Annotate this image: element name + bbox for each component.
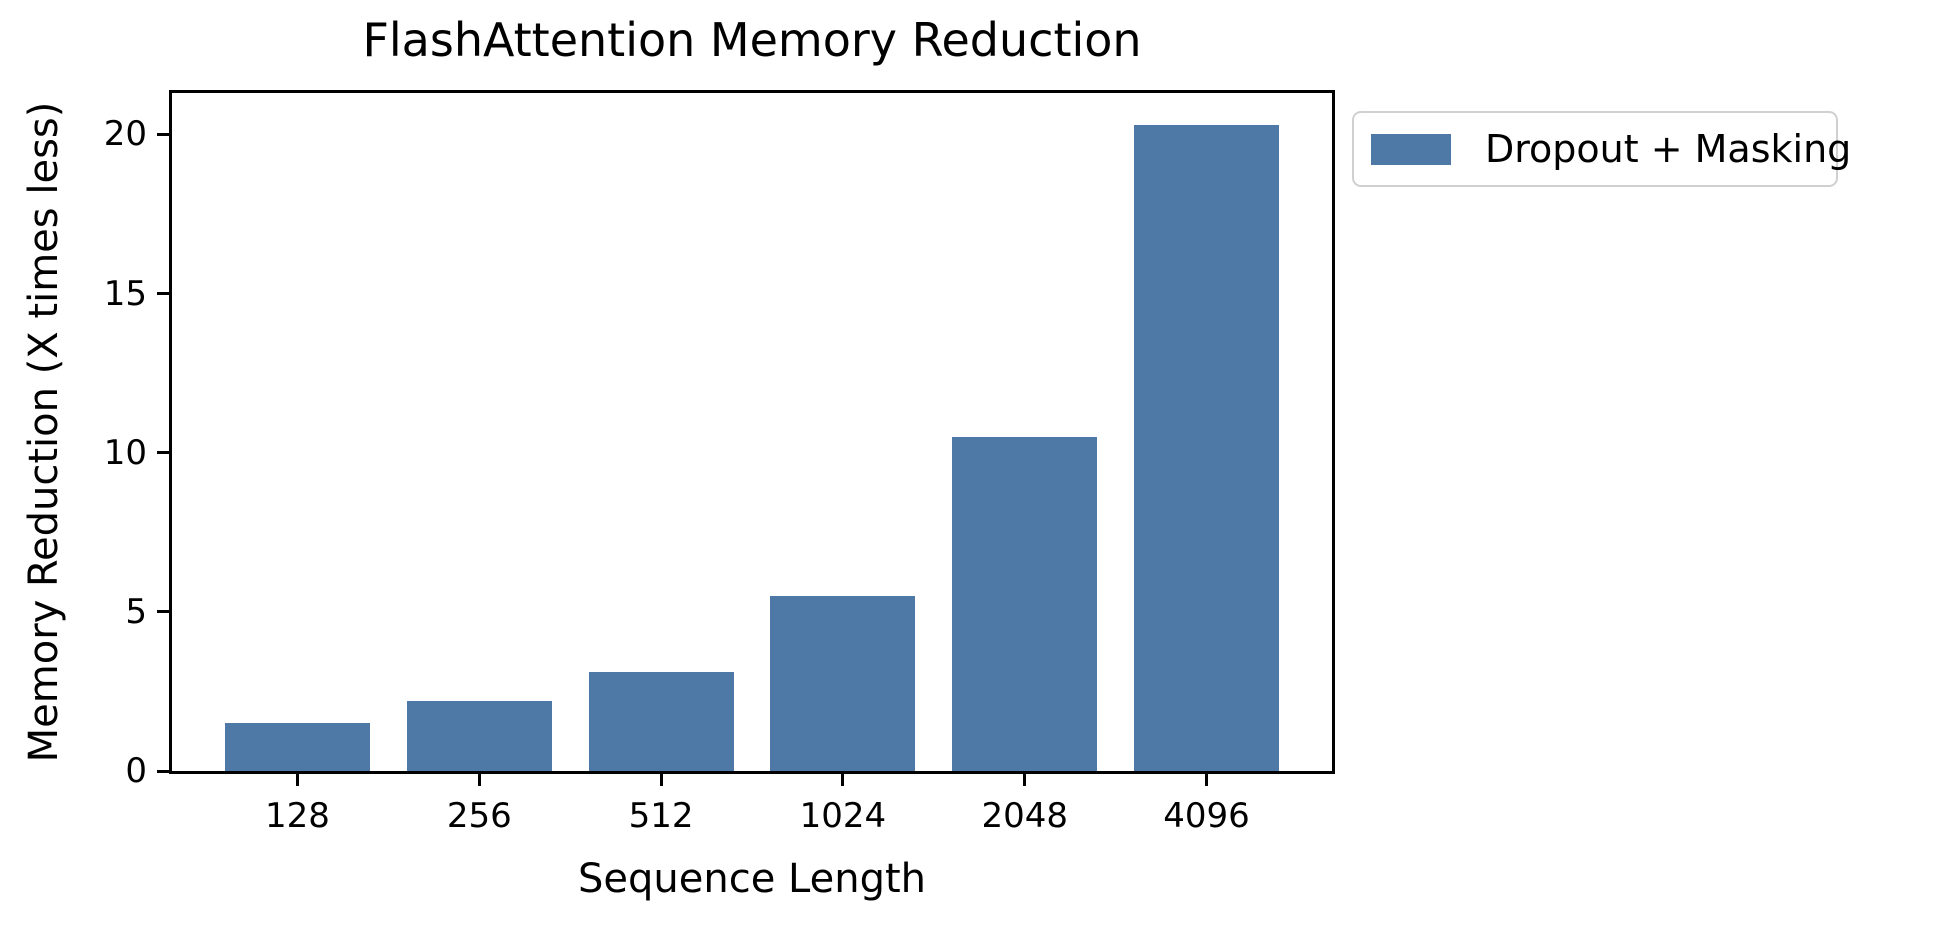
- x-axis-label: Sequence Length: [578, 856, 926, 902]
- y-tick-label: 0: [125, 751, 147, 791]
- bar-2048: [952, 436, 1098, 771]
- x-tick-mark: [841, 774, 845, 786]
- x-tick-mark: [1205, 774, 1209, 786]
- y-tick-mark: [157, 769, 169, 773]
- y-axis-label: Memory Reduction (X times less): [21, 101, 67, 763]
- chart-title: FlashAttention Memory Reduction: [362, 13, 1142, 67]
- x-tick-label: 4096: [1163, 796, 1250, 836]
- x-tick-mark: [1023, 774, 1027, 786]
- bar-512: [588, 672, 734, 771]
- legend: Dropout + Masking: [1352, 111, 1851, 187]
- y-tick-mark: [157, 451, 169, 455]
- bar-128: [224, 723, 370, 771]
- x-tick-label: 128: [265, 796, 330, 836]
- y-tick-label: 15: [103, 273, 147, 314]
- x-tick-label: 1024: [799, 796, 887, 836]
- x-tick-mark: [659, 774, 663, 786]
- legend-swatch-icon: [1371, 133, 1451, 165]
- bar-1024: [770, 595, 916, 771]
- y-tick-mark: [157, 610, 169, 614]
- bar-256: [406, 700, 552, 771]
- x-tick-label: 512: [628, 796, 694, 836]
- x-tick-label: 256: [446, 796, 512, 836]
- bar-4096: [1134, 124, 1280, 771]
- y-tick-label: 20: [103, 114, 147, 155]
- x-tick-label: 2048: [981, 796, 1068, 836]
- y-tick-label: 5: [125, 591, 147, 632]
- y-tick-mark: [157, 132, 169, 136]
- y-tick-label: 10: [103, 432, 147, 473]
- y-tick-mark: [157, 292, 169, 296]
- x-tick-mark: [295, 774, 299, 786]
- plot-area: 0 5 10 15 20 128 256 512 1024 2048 4096: [104, 90, 1335, 835]
- legend-label: Dropout + Masking: [1485, 127, 1852, 171]
- x-tick-mark: [477, 774, 481, 786]
